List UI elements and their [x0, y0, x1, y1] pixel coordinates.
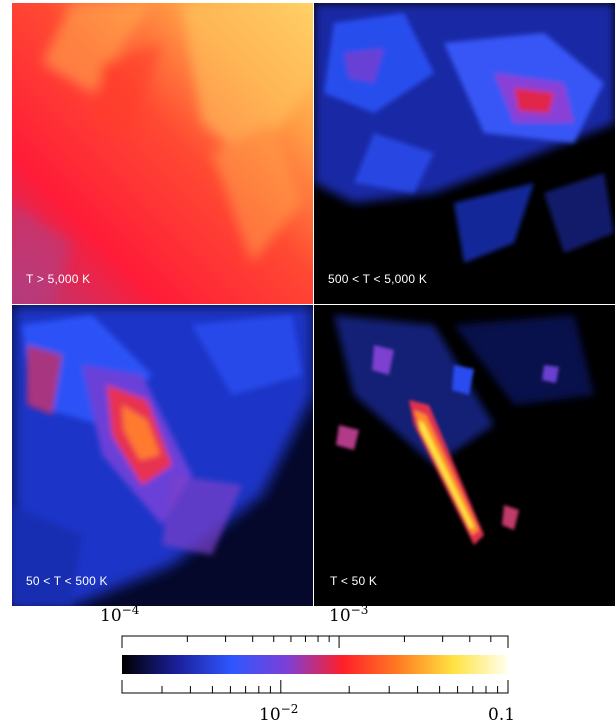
- temperature-panel-grid: T > 5,000 K 500 < T < 5,000: [12, 3, 615, 606]
- panel-label-cool: 50 < T < 500 K: [26, 574, 108, 588]
- top-tick-label-1e-4: 10−4: [100, 603, 140, 626]
- bottom-tick-label-1e-2: 10−2: [259, 702, 298, 725]
- panel-hot-gas: T > 5,000 K: [12, 3, 313, 304]
- top-tick-label-1e-3: 10−3: [329, 603, 368, 626]
- panel-warm-gas: 500 < T < 5,000 K: [314, 3, 615, 304]
- cold-gas-image: [314, 305, 615, 606]
- panel-label-cold: T < 50 K: [330, 574, 378, 588]
- warm-gas-image: [314, 3, 615, 304]
- panel-label-hot: T > 5,000 K: [26, 272, 91, 286]
- bottom-tick-label-0-1: 0.1: [488, 705, 515, 725]
- panel-label-warm: 500 < T < 5,000 K: [328, 272, 428, 286]
- panel-cool-gas: 50 < T < 500 K: [12, 305, 313, 606]
- top-axis: [121, 635, 509, 648]
- hot-gas-image: [12, 3, 313, 304]
- panel-cold-gas: T < 50 K: [314, 305, 615, 606]
- cool-gas-image: [12, 305, 313, 606]
- bottom-axis: [121, 680, 509, 694]
- colorbar: [122, 655, 508, 674]
